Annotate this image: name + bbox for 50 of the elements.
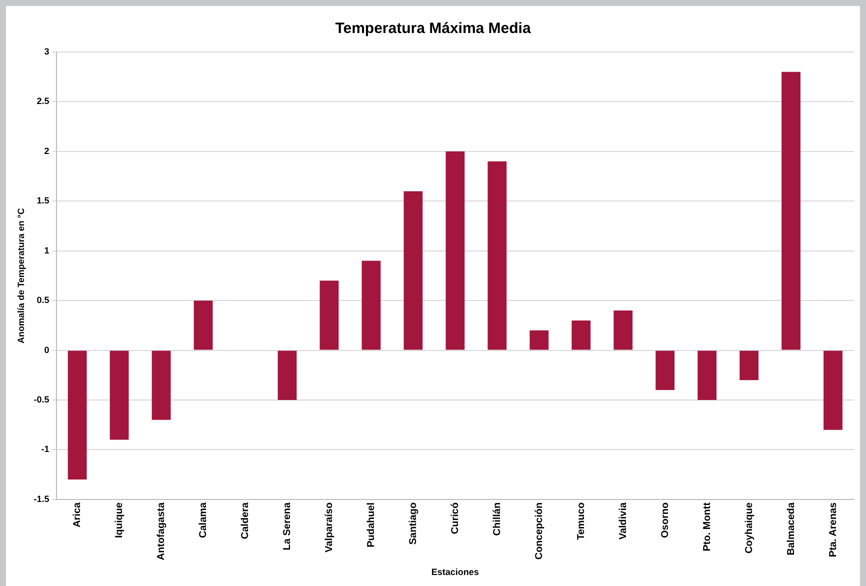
bar (698, 350, 717, 400)
y-tick-label: -1.5 (34, 494, 50, 504)
x-tick-label: Arica (72, 502, 84, 528)
y-axis-title: Anomalía de Temperatura en °C (16, 207, 26, 344)
bar (320, 280, 339, 350)
x-tick-label: Curicó (450, 502, 461, 534)
x-tick-label: Osorno (660, 502, 671, 538)
bar (782, 72, 800, 350)
x-tick-label: Pta. Arenas (828, 502, 839, 558)
bar (824, 350, 842, 430)
x-tick-label: Valdivia (618, 502, 629, 540)
y-tick-label: -1 (41, 444, 50, 454)
bar (446, 151, 465, 350)
x-tick-label: Temuco (576, 502, 587, 540)
y-tick-label: -0.5 (34, 394, 50, 404)
x-tick-label: Valparaíso (324, 502, 335, 552)
x-tick-label: Coyhaique (744, 502, 755, 554)
x-tick-label: Pto. Montt (702, 502, 713, 552)
bar (362, 260, 381, 350)
bar (530, 330, 549, 350)
y-tick-label: 2.5 (36, 96, 50, 106)
chart-title: Temperatura Máxima Media (335, 20, 532, 38)
bar (656, 350, 675, 390)
bar (614, 310, 633, 350)
x-tick-label: Chillán (492, 502, 503, 536)
x-axis-title: Estaciones (431, 567, 479, 578)
y-tick-label: 0 (44, 344, 50, 355)
bar (278, 350, 297, 400)
y-tick-label: 2 (44, 146, 50, 156)
y-tick-label: 1 (44, 245, 50, 256)
x-tick-label: Iquique (114, 502, 126, 538)
bar (110, 350, 129, 440)
x-tick-label: Calama (198, 502, 209, 538)
x-tick-label: Caldera (240, 502, 251, 540)
y-tick-label: 1.5 (36, 196, 50, 206)
bar (152, 350, 171, 420)
x-tick-label: Antofagasta (156, 502, 168, 560)
x-tick-label: Pudahuel (366, 502, 377, 548)
bar (68, 350, 87, 480)
x-tick-label: Balmaceda (786, 502, 797, 556)
bar (740, 350, 758, 380)
x-tick-label: La Serena (282, 502, 293, 550)
x-tick-label: Santiago (408, 502, 419, 545)
y-tick-label: 0.5 (36, 295, 50, 306)
bar (572, 320, 591, 350)
x-tick-label: Concepción (534, 502, 545, 560)
bar (404, 191, 423, 350)
y-tick-label: 3 (44, 46, 50, 56)
bar (194, 300, 213, 350)
bar (488, 161, 507, 350)
